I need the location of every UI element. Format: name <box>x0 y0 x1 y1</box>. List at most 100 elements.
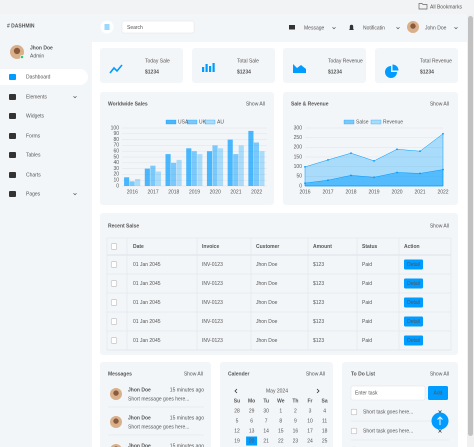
x-tick-label: 2016 <box>127 189 138 195</box>
task-input[interactable] <box>350 385 426 401</box>
calendar-day[interactable]: 2 <box>294 408 297 414</box>
calendar-day[interactable]: 24 <box>307 438 313 444</box>
avatar-face <box>113 418 119 424</box>
stat-icon <box>109 64 123 74</box>
next-month[interactable] <box>316 388 320 394</box>
detail-button[interactable] <box>404 259 423 270</box>
menu-item[interactable]: Pages <box>26 191 41 197</box>
calendar-day[interactable]: 20 <box>249 438 255 444</box>
search-placeholder: Search <box>127 25 143 31</box>
table-cell: Paid <box>362 262 372 268</box>
message-menu[interactable]: Message <box>304 25 325 31</box>
show-all-link[interactable]: Show All <box>246 101 265 107</box>
calendar-day[interactable]: 3 <box>309 408 312 414</box>
show-all-link[interactable]: Show All <box>306 371 325 377</box>
menu-icon <box>9 152 16 158</box>
calendar-day[interactable]: 6 <box>250 418 253 424</box>
checkbox[interactable] <box>350 427 358 435</box>
detail-button[interactable] <box>404 278 423 289</box>
calendar-day[interactable]: 21 <box>263 438 269 444</box>
bar <box>206 151 213 186</box>
calendar-day[interactable]: 22 <box>278 438 284 444</box>
bar <box>150 165 156 186</box>
calendar-day[interactable]: 10 <box>307 418 313 424</box>
menu-icon <box>9 172 16 178</box>
detail-button[interactable] <box>404 316 423 327</box>
show-all-link[interactable]: Show All <box>430 223 449 229</box>
stat-label: Total Sale <box>237 58 259 64</box>
add-button[interactable] <box>428 386 448 400</box>
calendar-day[interactable]: 23 <box>293 438 299 444</box>
weekday: Tu <box>263 398 269 404</box>
chart-title: Sale & Revenue <box>291 101 329 107</box>
menu-item[interactable]: Dashboard <box>26 74 51 80</box>
detail-button-label[interactable]: Detail <box>407 300 420 306</box>
weekday: Sa <box>322 398 328 404</box>
prev-month[interactable] <box>234 388 238 394</box>
checkbox[interactable] <box>110 243 118 250</box>
calendar-day[interactable]: 9 <box>294 418 297 424</box>
calendar-day[interactable]: 29 <box>249 408 255 414</box>
calendar-day[interactable]: 11 <box>322 418 327 424</box>
checkbox[interactable] <box>110 261 118 268</box>
checkbox[interactable] <box>350 408 358 416</box>
calendar-day[interactable]: 4 <box>323 408 326 414</box>
calendar-day[interactable]: 17 <box>307 428 313 434</box>
calendar-day[interactable]: 16 <box>293 428 299 434</box>
show-all-link[interactable]: Show All <box>184 371 203 377</box>
checkbox[interactable] <box>110 280 118 287</box>
x-tick-label: 2019 <box>189 189 200 195</box>
bookmarks-label[interactable]: All Bookmarks <box>430 4 462 10</box>
stat-value: $1234 <box>237 69 251 75</box>
calendar-day[interactable]: 15 <box>278 428 284 434</box>
checkbox[interactable] <box>110 318 118 325</box>
table-cell: Paid <box>362 281 372 287</box>
column-header: Invoice <box>202 244 219 250</box>
brand[interactable]: # DASHMIN <box>7 23 35 29</box>
calendar-day[interactable]: 18 <box>322 428 328 434</box>
checkbox[interactable] <box>110 337 118 344</box>
calendar-day[interactable]: 7 <box>265 418 268 424</box>
scrollbar-thumb[interactable] <box>468 16 473 436</box>
bar <box>155 171 161 186</box>
table-cell: $123 <box>313 262 324 268</box>
search-input[interactable] <box>121 20 195 34</box>
detail-button[interactable] <box>404 297 423 308</box>
menu-item[interactable]: Forms <box>26 133 41 139</box>
legend-label: AU <box>217 120 224 126</box>
notification-menu[interactable]: Notificatin <box>363 25 385 31</box>
show-all-link[interactable]: Show All <box>430 101 449 107</box>
show-all-link[interactable]: Show All <box>430 371 449 377</box>
menu-item[interactable]: Charts <box>26 172 41 178</box>
calendar-day[interactable]: 19 <box>234 438 240 444</box>
calendar-day[interactable]: 5 <box>236 418 239 424</box>
calendar-day[interactable]: 14 <box>263 428 269 434</box>
add-button-label[interactable]: Add <box>434 391 443 397</box>
user-menu[interactable]: John Doe <box>425 25 447 31</box>
menu-item[interactable]: Elements <box>26 94 47 100</box>
detail-button-label[interactable]: Detail <box>407 262 420 268</box>
detail-button-label[interactable]: Detail <box>407 338 420 344</box>
menu-item[interactable]: Widgets <box>26 113 45 119</box>
calendar-day[interactable]: 13 <box>249 428 255 434</box>
calendar-day[interactable]: 8 <box>279 418 282 424</box>
menu-item[interactable]: Tables <box>26 152 41 158</box>
checkbox[interactable] <box>110 299 118 306</box>
point <box>304 165 306 168</box>
weekday: Su <box>234 398 240 404</box>
point <box>442 132 444 135</box>
detail-button[interactable] <box>404 335 423 346</box>
bar <box>171 162 177 186</box>
delete-task[interactable] <box>438 429 442 433</box>
calendar-day[interactable]: 30 <box>263 408 269 414</box>
detail-button-label[interactable]: Detail <box>407 281 420 287</box>
calendar-day[interactable]: 28 <box>234 408 240 414</box>
menu-icon <box>9 113 16 119</box>
table-cell: 01 Jan 2045 <box>133 300 161 306</box>
detail-button-label[interactable]: Detail <box>407 319 420 325</box>
calendar-day[interactable]: 25 <box>322 438 328 444</box>
bar <box>176 159 182 186</box>
calendar-day[interactable]: 12 <box>234 428 240 434</box>
card-title: Messages <box>108 371 132 377</box>
calendar-day[interactable]: 1 <box>279 408 282 414</box>
